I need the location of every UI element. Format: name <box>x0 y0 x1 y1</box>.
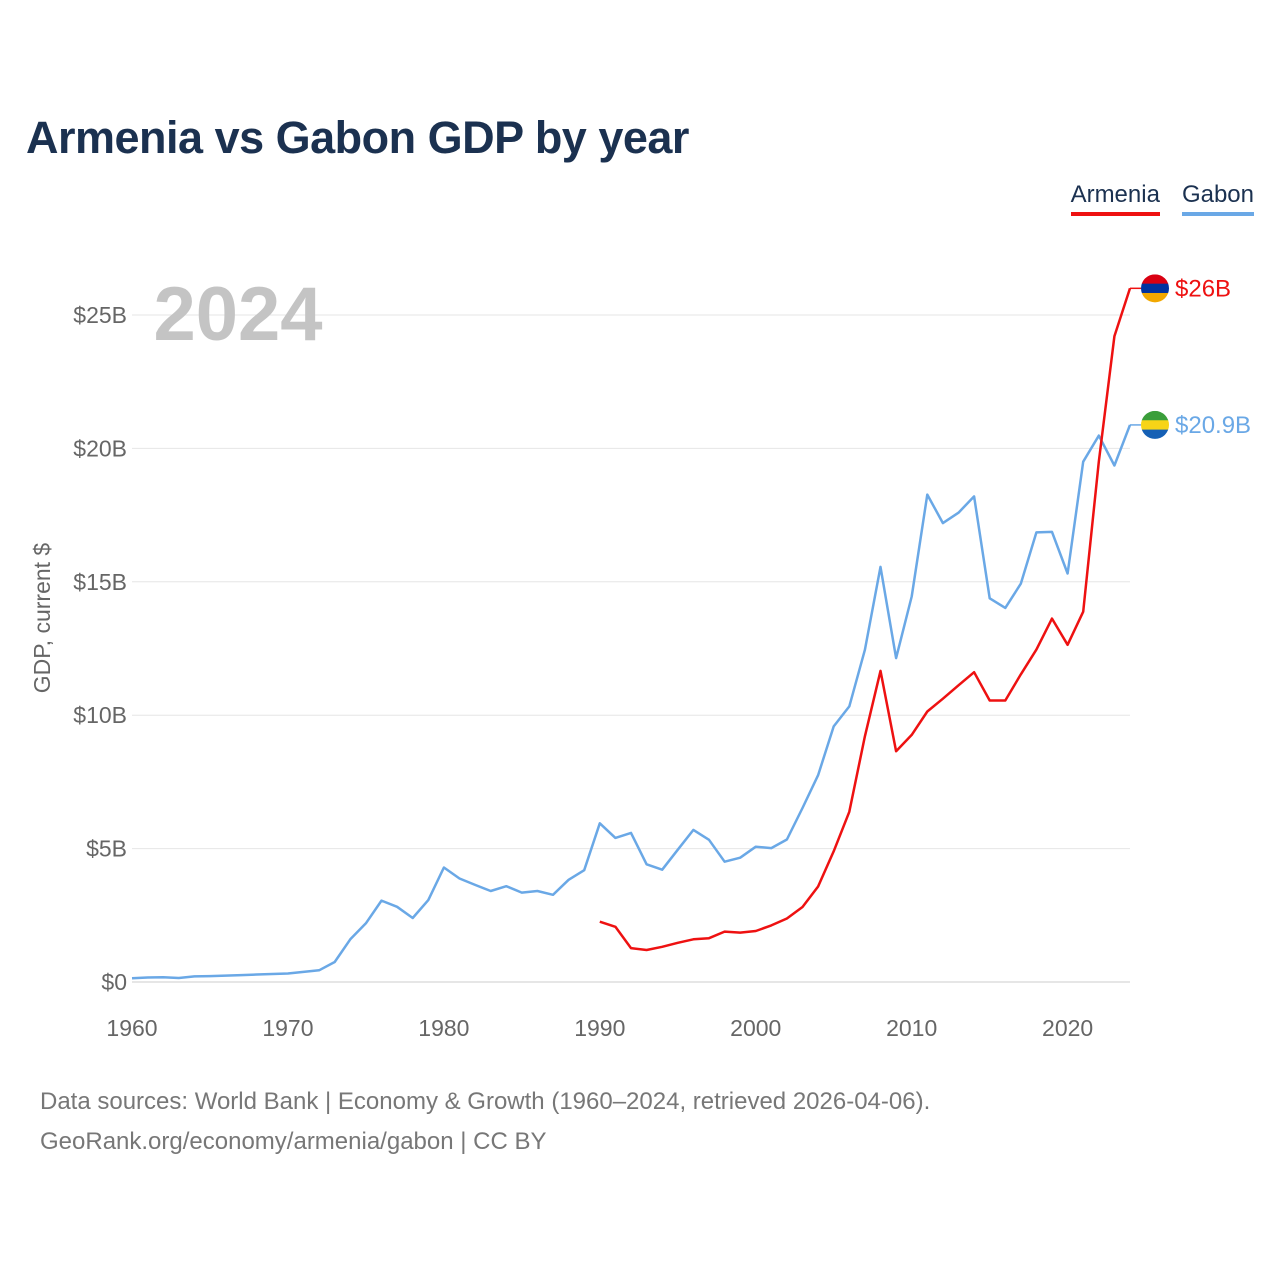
source-line-1: Data sources: World Bank | Economy & Gro… <box>40 1088 931 1115</box>
y-axis-label: GDP, current $ <box>29 543 55 694</box>
series-armenia: $26B <box>599 274 1231 952</box>
end-label-armenia: $26B <box>1175 275 1231 302</box>
series-layer: $20.9B $26B <box>131 274 1251 980</box>
x-axis: 1960 1970 1980 1990 2000 2010 2020 <box>106 1015 1093 1041</box>
x-tick-label: 1990 <box>574 1015 625 1041</box>
x-tick-label: 1960 <box>106 1015 157 1041</box>
legend: Armenia Gabon <box>1070 181 1254 216</box>
flag-stripe <box>1141 429 1169 439</box>
source-line-2[interactable]: GeoRank.org/economy/armenia/gabon | CC B… <box>40 1128 547 1155</box>
y-tick-label: $10B <box>73 702 127 728</box>
x-tick-label: 2020 <box>1042 1015 1093 1041</box>
chart-title: Armenia vs Gabon GDP by year <box>26 112 689 163</box>
flag-stripe <box>1141 410 1169 421</box>
y-tick-label: $0 <box>101 969 127 995</box>
legend-item-gabon[interactable]: Gabon <box>1181 181 1254 216</box>
x-tick-label: 1980 <box>418 1015 469 1041</box>
flag-gabon-icon <box>1141 410 1169 439</box>
series-gabon: $20.9B <box>131 410 1251 980</box>
end-label-gabon: $20.9B <box>1175 412 1251 439</box>
y-tick-label: $5B <box>86 836 127 862</box>
y-axis: $0 $5B $10B $15B $20B $25B <box>73 302 127 995</box>
series-line-gabon <box>131 424 1132 980</box>
flag-stripe <box>1141 274 1169 285</box>
y-tick-label: $15B <box>73 569 127 595</box>
flag-stripe <box>1141 283 1169 294</box>
flag-stripe <box>1141 292 1169 303</box>
y-tick-label: $20B <box>73 435 127 461</box>
x-tick-label: 2010 <box>886 1015 937 1041</box>
series-line-armenia <box>599 287 1132 952</box>
gridlines <box>132 314 1130 983</box>
flag-armenia-icon <box>1141 274 1169 303</box>
y-tick-label: $25B <box>73 302 127 328</box>
flag-stripe <box>1141 420 1169 431</box>
x-tick-label: 1970 <box>262 1015 313 1041</box>
year-label: 2024 <box>153 272 322 357</box>
legend-item-armenia[interactable]: Armenia <box>1070 181 1160 216</box>
x-tick-label: 2000 <box>730 1015 781 1041</box>
source-note: Data sources: World Bank | Economy & Gro… <box>40 1082 930 1162</box>
